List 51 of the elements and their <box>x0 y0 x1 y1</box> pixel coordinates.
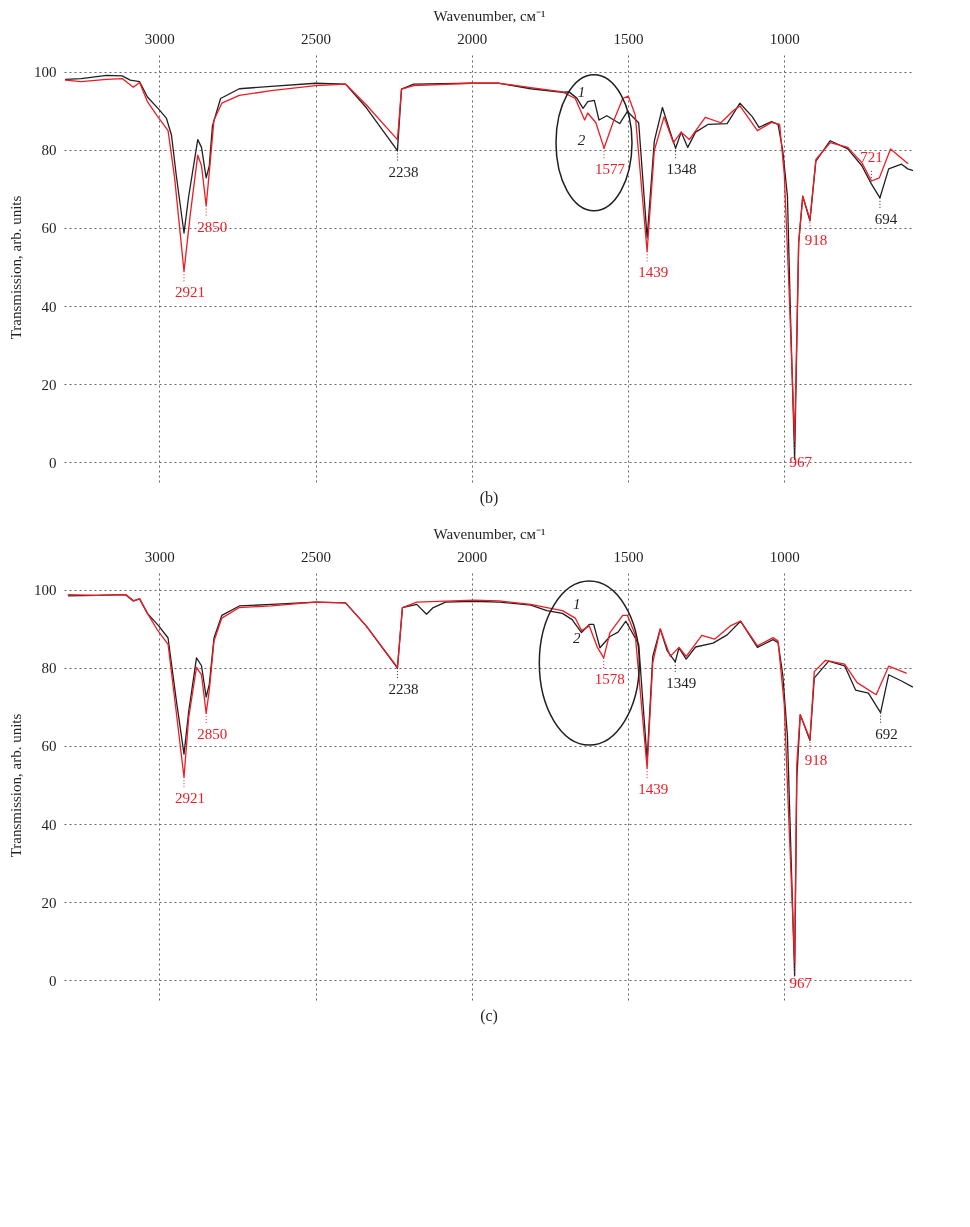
x-tick-label: 1000 <box>769 30 800 47</box>
annotation: 692 <box>875 725 898 742</box>
y-tick-label: 100 <box>34 64 57 81</box>
annotation: 1349 <box>666 674 697 691</box>
y-tick-label: 20 <box>41 894 57 911</box>
y-tick-label: 100 <box>34 582 57 599</box>
annotation: 2921 <box>175 790 205 807</box>
y-tick-label: 80 <box>41 660 57 677</box>
y-tick-label: 60 <box>41 220 57 237</box>
y-tick-label: 20 <box>41 376 57 393</box>
x-tick-label: 3000 <box>144 30 175 47</box>
x-tick-label: 2000 <box>457 30 488 47</box>
x-tick-label: 1000 <box>769 548 800 565</box>
x-axis-title: Wavenumber, см⁻¹ <box>433 7 546 24</box>
x-axis-title: Wavenumber, см⁻¹ <box>433 525 546 542</box>
series-label: 1 <box>577 84 586 101</box>
annotation: 2850 <box>197 726 228 743</box>
annotation: 918 <box>804 751 828 768</box>
x-tick-label: 1500 <box>613 548 644 565</box>
annotation: 1577 <box>595 161 626 178</box>
series-label: 2 <box>573 630 582 647</box>
annotation: 2850 <box>197 218 228 235</box>
text: (c) <box>480 1007 498 1025</box>
series-label: 1 <box>573 595 581 612</box>
annotation: 694 <box>874 210 898 227</box>
series-label: 2 <box>577 132 586 149</box>
y-tick-label: 40 <box>41 816 57 833</box>
x-tick-label: 2500 <box>301 548 332 565</box>
annotation: 2921 <box>175 284 205 301</box>
annotation: 1439 <box>638 264 669 281</box>
y-tick-label: 40 <box>41 298 57 315</box>
annotation: 1348 <box>666 161 697 178</box>
annotation: 967 <box>789 453 813 470</box>
y-tick-label: 0 <box>49 454 57 471</box>
x-tick-label: 2000 <box>457 548 488 565</box>
text: (b) <box>479 489 499 507</box>
annotation: 721 <box>860 149 883 165</box>
y-tick-label: 60 <box>41 738 57 755</box>
y-axis-title: Transmission, arb. units <box>8 713 24 858</box>
annotation: 2238 <box>388 681 419 698</box>
annotation: 2238 <box>388 163 419 180</box>
x-tick-label: 1500 <box>613 30 644 47</box>
y-tick-label: 80 <box>41 142 57 159</box>
y-tick-label: 0 <box>49 972 57 989</box>
y-axis-title: Transmission, arb. units <box>8 195 24 340</box>
annotation: 1578 <box>594 670 625 687</box>
annotation: 918 <box>804 232 828 249</box>
x-tick-label: 3000 <box>144 548 175 565</box>
annotation: 1439 <box>638 781 669 798</box>
annotation: 967 <box>789 975 813 992</box>
x-tick-label: 2500 <box>301 30 332 47</box>
